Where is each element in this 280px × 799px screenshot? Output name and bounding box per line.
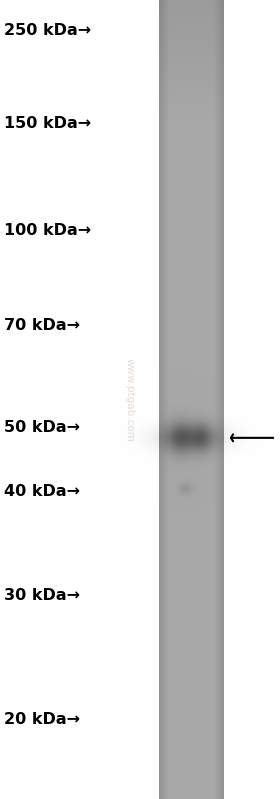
Text: 150 kDa→: 150 kDa→ xyxy=(4,117,91,131)
Text: 50 kDa→: 50 kDa→ xyxy=(4,420,80,435)
Text: 100 kDa→: 100 kDa→ xyxy=(4,223,91,237)
Text: 70 kDa→: 70 kDa→ xyxy=(4,319,80,333)
Text: 20 kDa→: 20 kDa→ xyxy=(4,712,80,726)
Text: 40 kDa→: 40 kDa→ xyxy=(4,484,80,499)
Text: 250 kDa→: 250 kDa→ xyxy=(4,23,91,38)
Text: 30 kDa→: 30 kDa→ xyxy=(4,588,80,602)
Text: www.ptgab.com: www.ptgab.com xyxy=(125,358,135,441)
